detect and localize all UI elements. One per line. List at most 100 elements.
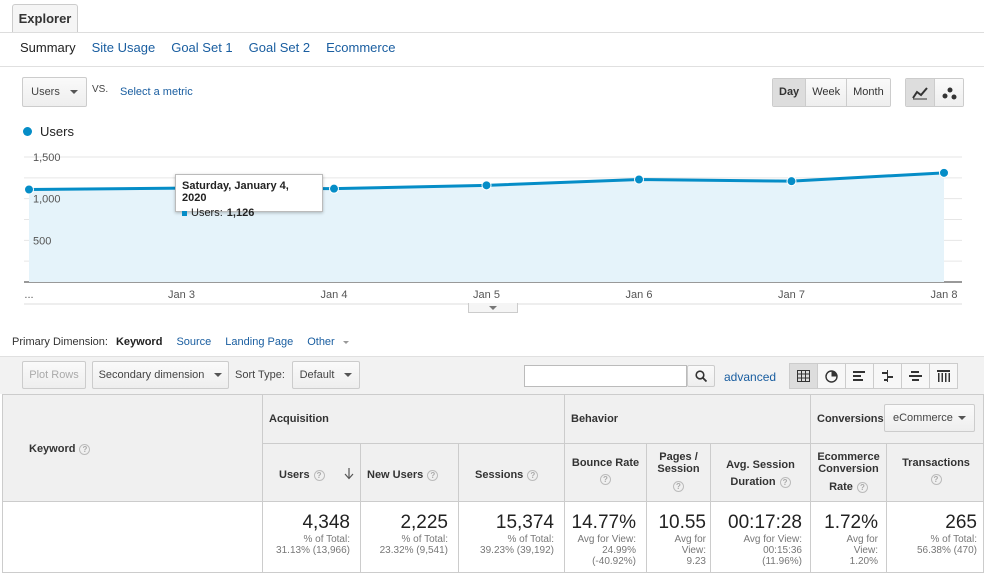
table-search-input[interactable] [524, 365, 687, 387]
total-users-value: 4,348 [302, 512, 350, 533]
total-bounce-rate-cell: 14.77% Avg for View: 24.99% (-40.92%) [565, 502, 647, 572]
help-icon: ? [527, 469, 539, 481]
view-pie-button[interactable] [818, 364, 846, 388]
total-sessions-sub2: 39.23% (39,192) [480, 545, 554, 556]
total-avg-duration-sub2: 00:15:36 [763, 545, 802, 556]
total-ecr-sub2: View: [853, 545, 878, 556]
users-header-label: Users [279, 469, 310, 481]
day-button[interactable]: Day [773, 79, 807, 106]
vs-label: VS. [92, 84, 109, 95]
total-new-users-value: 2,225 [400, 512, 448, 533]
y-tick-label: 1,000 [33, 194, 61, 206]
view-pivot-button[interactable] [930, 364, 957, 388]
total-pages-session-cell: 10.55 Avg for View: 9.23 [647, 502, 711, 572]
dimension-source[interactable]: Source [176, 336, 212, 348]
x-tick-label: Jan 4 [321, 289, 348, 301]
y-tick-label: 500 [33, 235, 51, 247]
data-point [24, 184, 34, 195]
keyword-column-header[interactable]: Keyword? [3, 395, 263, 502]
dimension-keyword[interactable]: Keyword [115, 336, 163, 348]
chevron-down-icon [344, 373, 353, 377]
chevron-down-icon [342, 340, 349, 344]
sort-type-dropdown[interactable]: Default [292, 361, 360, 389]
subtab-summary[interactable]: Summary [20, 40, 76, 55]
sort-descending-icon [344, 468, 354, 480]
x-tick-label: Jan 3 [168, 289, 195, 301]
total-bounce-rate-sub2: 24.99% [602, 545, 636, 556]
total-new-users-sub1: % of Total: [401, 534, 448, 545]
sessions-column-header[interactable]: Sessions? [459, 444, 565, 502]
view-data-button[interactable] [790, 364, 818, 388]
secondary-dimension-dropdown[interactable]: Secondary dimension [92, 361, 229, 389]
totals-keyword-cell [3, 502, 263, 572]
chart-tooltip: Saturday, January 4, 2020 Users: 1,126 [175, 174, 323, 219]
subtab-goal-set-1[interactable]: Goal Set 1 [171, 40, 233, 55]
conversions-label: Conversions [817, 413, 884, 425]
week-button[interactable]: Week [806, 79, 848, 106]
select-metric-link[interactable]: Select a metric [120, 86, 193, 98]
chevron-down-icon [489, 305, 497, 310]
view-comparison-button[interactable] [874, 364, 902, 388]
tooltip-date: Saturday, January 4, 2020 [182, 180, 289, 204]
total-ecr-value: 1.72% [824, 512, 878, 533]
dimension-landing-page[interactable]: Landing Page [225, 336, 294, 348]
chart-type-toggle [905, 78, 964, 107]
view-term-cloud-button[interactable] [902, 364, 930, 388]
data-point [786, 176, 797, 187]
ecr-header-line1: Ecommerce [817, 451, 880, 463]
conversions-dropdown[interactable]: eCommerce [884, 404, 975, 432]
users-column-header[interactable]: Users? [263, 444, 361, 502]
bounce-rate-column-header[interactable]: Bounce Rate ? [565, 444, 647, 502]
total-transactions-cell: 265 % of Total: 56.38% (470) [887, 502, 983, 572]
total-ecr-sub3: 1.20% [849, 556, 878, 567]
pie-chart-icon [825, 369, 838, 383]
search-icon [695, 370, 707, 382]
ecommerce-conversion-rate-column-header[interactable]: Ecommerce Conversion Rate? [811, 444, 887, 502]
subtab-goal-set-2[interactable]: Goal Set 2 [248, 40, 311, 55]
total-users-sub2: 31.13% (13,966) [276, 545, 350, 556]
keyword-header-label: Keyword [29, 443, 76, 455]
new-users-column-header[interactable]: New Users? [361, 444, 459, 502]
subtab-ecommerce[interactable]: Ecommerce [326, 40, 396, 55]
data-table: Keyword? Acquisition Behavior Conversion… [2, 394, 984, 573]
total-avg-duration-value: 00:17:28 [728, 512, 802, 533]
comparison-icon [882, 370, 893, 382]
report-subtabs: Summary Site Usage Goal Set 1 Goal Set 2… [20, 40, 395, 58]
total-transactions-sub2: 56.38% (470) [916, 545, 977, 556]
subtab-site-usage[interactable]: Site Usage [91, 40, 156, 55]
avg-duration-header-line1: Avg. Session [726, 459, 795, 471]
motion-chart-button[interactable] [935, 79, 963, 106]
pages-session-column-header[interactable]: Pages / Session ? [647, 444, 711, 502]
search-button[interactable] [687, 365, 715, 387]
x-tick-label: ... [24, 289, 33, 301]
x-tick-label: Jan 7 [778, 289, 805, 301]
data-point [481, 180, 492, 191]
total-bounce-rate-value: 14.77% [571, 512, 636, 533]
behavior-group-header: Behavior [565, 395, 811, 444]
total-pages-session-sub1: Avg for [674, 534, 707, 545]
data-point [329, 183, 339, 194]
legend-label[interactable]: Users [40, 124, 74, 139]
total-new-users-sub2: 23.32% (9,541) [379, 545, 448, 556]
metric-dropdown[interactable]: Users [22, 77, 87, 107]
view-performance-button[interactable] [846, 364, 874, 388]
dimension-other[interactable]: Other [307, 336, 335, 348]
users-line-chart[interactable]: 500 1,000 1,500... Jan 3 Jan 4 Jan 5 Jan 6 Jan … [0, 145, 984, 315]
total-sessions-value: 15,374 [495, 512, 554, 533]
total-users-sub1: % of Total: [303, 534, 350, 545]
month-button[interactable]: Month [847, 79, 890, 106]
chart-resize-handle[interactable] [468, 303, 518, 313]
total-pages-session-sub3: 9.23 [686, 556, 706, 567]
chevron-down-icon [214, 373, 223, 377]
sessions-header-label: Sessions [475, 469, 524, 481]
line-chart-button[interactable] [906, 79, 935, 106]
acquisition-group-header: Acquisition [263, 395, 565, 444]
explorer-tab[interactable]: Explorer [12, 4, 78, 33]
advanced-filter-link[interactable]: advanced [724, 370, 777, 384]
tab-divider [0, 32, 984, 33]
avg-session-duration-column-header[interactable]: Avg. Session Duration? [711, 444, 811, 502]
plot-rows-button[interactable]: Plot Rows [22, 361, 86, 389]
data-point [634, 174, 644, 185]
x-tick-label: Jan 8 [931, 289, 958, 301]
transactions-column-header[interactable]: Transactions ? [887, 444, 983, 502]
